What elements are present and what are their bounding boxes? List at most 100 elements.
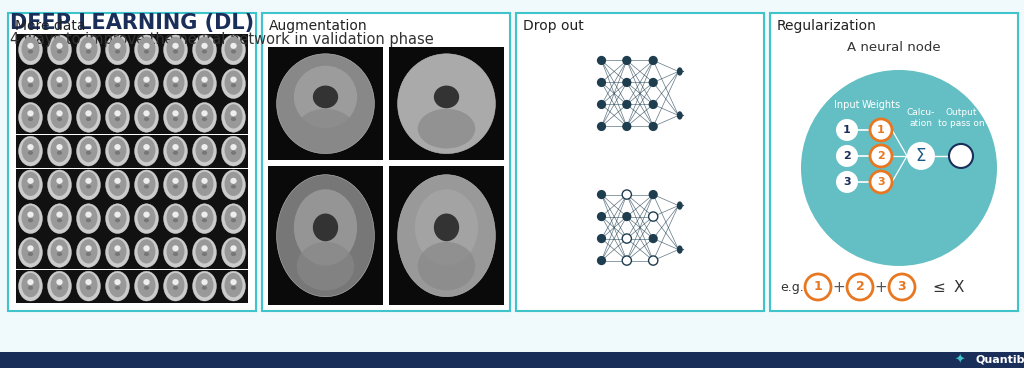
Ellipse shape <box>57 252 62 256</box>
Text: Weights: Weights <box>861 100 900 110</box>
Circle shape <box>648 212 657 221</box>
Circle shape <box>597 100 606 109</box>
Polygon shape <box>677 67 683 75</box>
Circle shape <box>836 171 858 193</box>
Ellipse shape <box>172 178 179 184</box>
Ellipse shape <box>221 204 246 233</box>
Ellipse shape <box>143 212 150 217</box>
Text: Drop out: Drop out <box>523 19 584 33</box>
Circle shape <box>597 256 606 265</box>
Ellipse shape <box>224 70 243 95</box>
Bar <box>45 33 74 67</box>
Bar <box>190 270 218 303</box>
Circle shape <box>801 70 997 266</box>
Circle shape <box>597 56 606 65</box>
Bar <box>268 166 383 305</box>
Ellipse shape <box>418 242 475 290</box>
Ellipse shape <box>230 218 237 222</box>
Ellipse shape <box>115 279 121 285</box>
Ellipse shape <box>276 175 375 297</box>
Ellipse shape <box>57 151 62 155</box>
Ellipse shape <box>18 204 42 233</box>
Ellipse shape <box>137 104 156 128</box>
Ellipse shape <box>224 37 243 61</box>
Bar <box>16 67 44 100</box>
Ellipse shape <box>50 70 69 95</box>
Ellipse shape <box>172 212 179 217</box>
Ellipse shape <box>57 50 62 54</box>
Ellipse shape <box>86 83 91 87</box>
Text: 3: 3 <box>878 177 885 187</box>
Bar <box>161 169 189 202</box>
Ellipse shape <box>22 37 40 61</box>
Ellipse shape <box>105 204 129 233</box>
Bar <box>161 101 189 134</box>
Circle shape <box>870 145 892 167</box>
Ellipse shape <box>415 189 478 265</box>
Ellipse shape <box>164 103 187 132</box>
Ellipse shape <box>115 144 121 150</box>
Ellipse shape <box>202 212 208 217</box>
Ellipse shape <box>224 172 243 196</box>
Bar <box>132 202 161 236</box>
FancyBboxPatch shape <box>8 13 256 311</box>
Bar <box>45 135 74 168</box>
Ellipse shape <box>134 35 159 65</box>
Ellipse shape <box>172 77 179 82</box>
Ellipse shape <box>115 83 120 87</box>
Circle shape <box>597 234 606 243</box>
Ellipse shape <box>144 83 150 87</box>
Bar <box>389 47 504 160</box>
Ellipse shape <box>313 213 338 241</box>
Ellipse shape <box>164 136 187 166</box>
Ellipse shape <box>115 218 120 222</box>
Bar <box>161 135 189 168</box>
Text: Output
to pass on: Output to pass on <box>938 108 984 128</box>
Ellipse shape <box>80 70 97 95</box>
Ellipse shape <box>196 172 213 196</box>
Ellipse shape <box>47 69 72 99</box>
Ellipse shape <box>22 172 40 196</box>
Ellipse shape <box>193 271 216 301</box>
Ellipse shape <box>193 69 216 99</box>
Ellipse shape <box>202 252 207 256</box>
Ellipse shape <box>115 286 120 290</box>
Ellipse shape <box>137 37 156 61</box>
Ellipse shape <box>172 279 179 285</box>
Ellipse shape <box>172 43 179 49</box>
Circle shape <box>836 145 858 167</box>
Ellipse shape <box>224 205 243 230</box>
Text: $\Sigma$: $\Sigma$ <box>915 147 927 165</box>
Ellipse shape <box>115 178 121 184</box>
Ellipse shape <box>137 205 156 230</box>
Ellipse shape <box>221 237 246 267</box>
Ellipse shape <box>115 77 121 82</box>
Ellipse shape <box>202 184 207 188</box>
Ellipse shape <box>105 35 129 65</box>
Text: 2: 2 <box>856 280 864 294</box>
Bar <box>161 270 189 303</box>
Ellipse shape <box>134 271 159 301</box>
Ellipse shape <box>137 138 156 162</box>
Ellipse shape <box>196 205 213 230</box>
Ellipse shape <box>18 69 42 99</box>
Bar <box>103 135 131 168</box>
Circle shape <box>597 78 606 87</box>
Ellipse shape <box>105 237 129 267</box>
Bar <box>103 33 131 67</box>
Ellipse shape <box>221 35 246 65</box>
Ellipse shape <box>202 83 207 87</box>
Ellipse shape <box>86 252 91 256</box>
Text: Regularization: Regularization <box>777 19 877 33</box>
Bar <box>132 33 161 67</box>
Ellipse shape <box>134 136 159 166</box>
Text: +: + <box>833 280 846 294</box>
Ellipse shape <box>167 239 184 263</box>
Ellipse shape <box>164 35 187 65</box>
Bar <box>103 270 131 303</box>
Bar <box>190 202 218 236</box>
Ellipse shape <box>397 175 496 297</box>
Circle shape <box>648 256 657 265</box>
Ellipse shape <box>221 103 246 132</box>
Bar <box>190 169 218 202</box>
